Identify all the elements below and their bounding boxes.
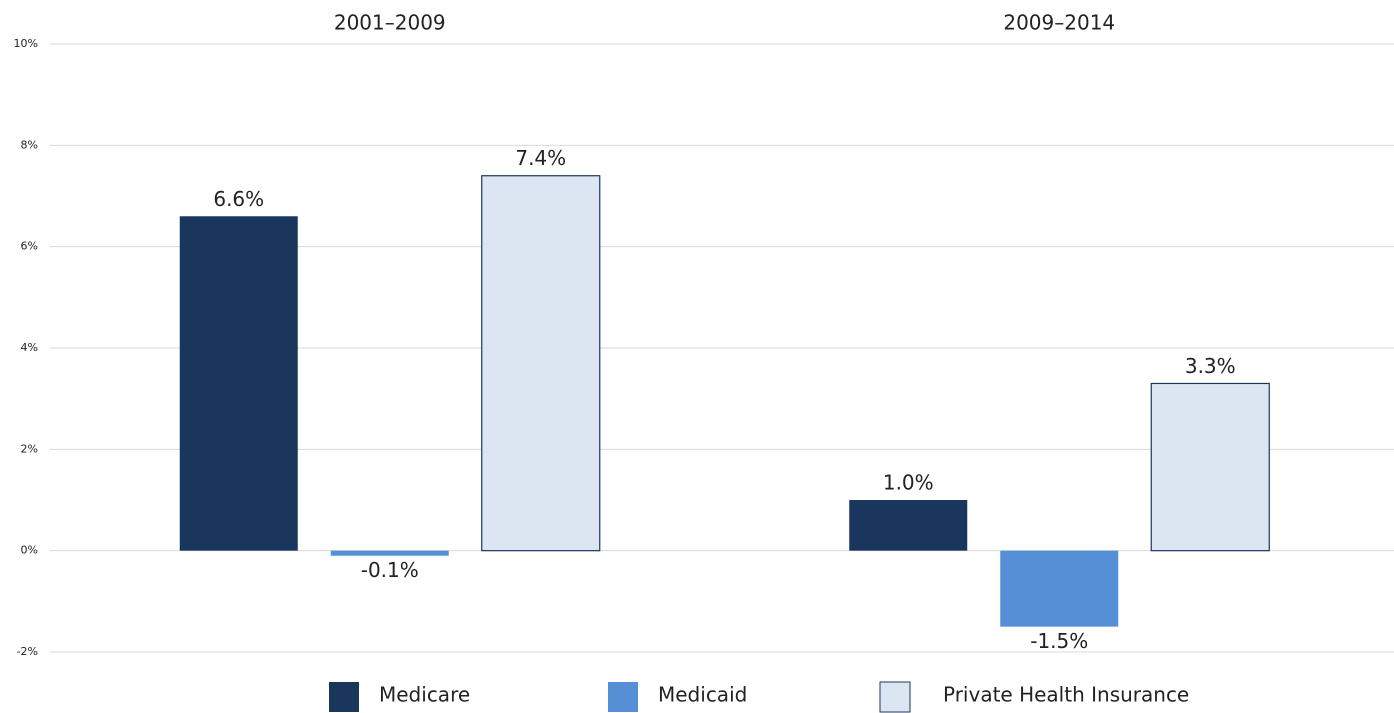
legend-label: Private Health Insurance: [943, 683, 1189, 707]
legend-label: Medicaid: [658, 683, 747, 707]
y-tick-label: 2%: [21, 442, 38, 455]
bar: [481, 175, 601, 552]
category-label: 2001–2009: [334, 11, 446, 35]
bar: [1000, 550, 1119, 627]
legend-swatch: [879, 681, 911, 713]
legend-label: Medicare: [379, 683, 470, 707]
y-tick-label: -2%: [17, 645, 38, 658]
y-tick-label: 6%: [21, 240, 38, 253]
data-label: -0.1%: [361, 558, 419, 582]
legend-swatch: [608, 682, 638, 712]
category-label: 2009–2014: [1003, 11, 1115, 35]
y-tick-label: 0%: [21, 544, 38, 557]
bar: [1150, 382, 1270, 552]
y-tick-label: 4%: [21, 341, 38, 354]
y-tick-label: 10%: [14, 37, 38, 50]
data-label: 3.3%: [1185, 354, 1236, 378]
data-label: 1.0%: [883, 471, 934, 495]
data-label: -1.5%: [1030, 629, 1088, 653]
bar: [330, 550, 449, 556]
y-tick-label: 8%: [21, 138, 38, 151]
bar: [179, 216, 298, 551]
bar: [849, 500, 968, 551]
data-label: 6.6%: [213, 187, 264, 211]
legend-swatch: [329, 682, 359, 712]
data-label: 7.4%: [515, 146, 566, 170]
